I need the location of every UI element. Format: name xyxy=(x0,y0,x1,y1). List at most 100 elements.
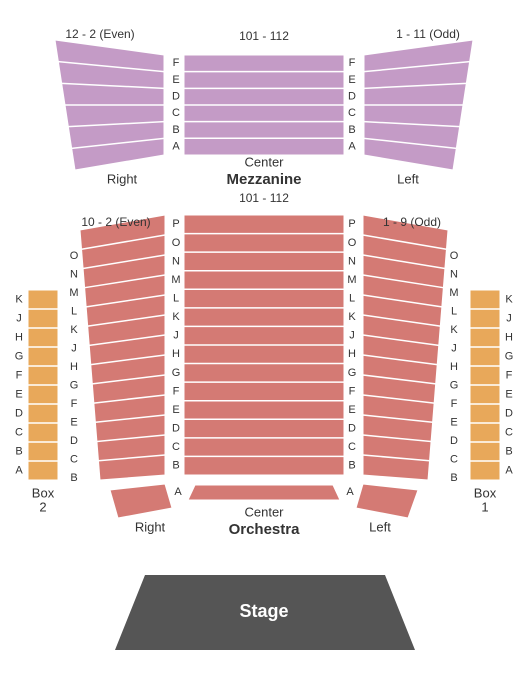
orch-center-row-r: M xyxy=(347,274,356,286)
orch-center-row-l: P xyxy=(172,218,179,230)
orchestra-left[interactable] xyxy=(363,215,448,480)
orchestra-right[interactable] xyxy=(80,215,165,480)
orch-left-outer-row: G xyxy=(450,379,459,391)
orch-center-row-r: D xyxy=(348,422,356,434)
mezzanine-right[interactable] xyxy=(55,40,164,170)
orch-center-row-l: L xyxy=(173,292,179,304)
seating-chart: 101 - 112FFEEDDCCBBAA12 - 2 (Even)Right1… xyxy=(0,0,525,700)
orch-right-outer-row: F xyxy=(71,398,78,410)
orch-center-label: Center xyxy=(244,504,284,519)
orch-right-label: Right xyxy=(135,519,166,534)
mezz-center-row-r: D xyxy=(348,91,356,103)
box-1-label: 1 xyxy=(481,499,488,514)
orch-left-outer-row: K xyxy=(450,324,458,336)
orch-center-row-l: N xyxy=(172,255,180,267)
mezz-center-label: Center xyxy=(244,154,284,169)
mezz-center-row-l: D xyxy=(172,91,180,103)
mezz-title: Mezzanine xyxy=(226,171,301,188)
box-2[interactable] xyxy=(28,290,58,480)
box-1-row: C xyxy=(505,426,513,438)
box-2-row: E xyxy=(15,388,22,400)
orch-left-range: 1 - 9 (Odd) xyxy=(383,215,441,229)
mezz-center-row-l: F xyxy=(173,57,180,69)
orch-center-a-r: A xyxy=(346,486,354,498)
box-1-row: E xyxy=(505,388,512,400)
box-2-row: J xyxy=(16,312,22,324)
orch-right-outer-row: L xyxy=(71,305,77,317)
orch-center-row-l: J xyxy=(173,330,179,342)
orch-center-row-r: F xyxy=(349,385,356,397)
box-2-row: D xyxy=(15,407,23,419)
box-1-row: G xyxy=(505,350,514,362)
mezz-center-row-r: F xyxy=(349,57,356,69)
orch-right-outer-row: K xyxy=(70,324,78,336)
orch-center-row-l: O xyxy=(172,237,181,249)
orch-left-outer-row: D xyxy=(450,435,458,447)
orch-center-row-l: F xyxy=(173,385,180,397)
box-1-row: D xyxy=(505,407,513,419)
orch-center-row-l: G xyxy=(172,367,181,379)
stage-label: Stage xyxy=(239,601,288,621)
box-2-row: G xyxy=(15,350,24,362)
orch-left-label: Left xyxy=(369,519,391,534)
box-1-row: J xyxy=(506,312,512,324)
mezz-center-row-r: E xyxy=(348,74,355,86)
box-2-row: K xyxy=(15,293,23,305)
orch-center-row-l: C xyxy=(172,441,180,453)
orch-left-outer-row: F xyxy=(451,398,458,410)
orch-center-row-l: E xyxy=(172,404,179,416)
orch-right-outer-row: O xyxy=(70,250,79,262)
orchestra-center-a[interactable] xyxy=(188,485,340,500)
orch-center-row-l: D xyxy=(172,422,180,434)
orch-center-row-l: H xyxy=(172,348,180,360)
mezz-left-range: 1 - 11 (Odd) xyxy=(396,27,460,41)
orch-center-row-l: K xyxy=(172,311,180,323)
orch-center-row-r: P xyxy=(348,218,355,230)
orch-center-row-r: O xyxy=(348,237,357,249)
mezz-right-label: Right xyxy=(107,171,138,186)
mezzanine-center[interactable] xyxy=(184,55,344,155)
box-2-label: Box xyxy=(32,485,55,500)
orch-left-outer-row: L xyxy=(451,305,457,317)
orch-right-outer-row: G xyxy=(70,379,79,391)
orchestra-left-strip[interactable] xyxy=(356,484,418,518)
box-1-row: H xyxy=(505,331,513,343)
mezz-right-range: 12 - 2 (Even) xyxy=(65,27,134,41)
box-2-row: A xyxy=(15,464,23,476)
mezz-center-row-r: B xyxy=(348,124,355,136)
orch-center-range: 101 - 112 xyxy=(239,191,289,205)
mezz-left-label: Left xyxy=(397,171,419,186)
box-1-row: B xyxy=(505,445,512,457)
orch-left-outer-row: E xyxy=(450,416,457,428)
box-1-label: Box xyxy=(474,485,497,500)
box-1-row: A xyxy=(505,464,513,476)
orchestra-right-strip[interactable] xyxy=(110,484,172,518)
mezzanine-left[interactable] xyxy=(364,40,473,170)
orch-left-outer-row: M xyxy=(449,287,458,299)
mezz-center-row-l: C xyxy=(172,107,180,119)
box-2-row: C xyxy=(15,426,23,438)
orch-right-outer-row: B xyxy=(70,472,77,484)
orch-left-outer-row: C xyxy=(450,453,458,465)
mezz-center-row-r: A xyxy=(348,141,356,153)
orch-right-outer-row: M xyxy=(69,287,78,299)
orch-center-row-r: H xyxy=(348,348,356,360)
box-1[interactable] xyxy=(470,290,500,480)
orchestra-center[interactable] xyxy=(184,215,344,475)
orch-center-row-r: L xyxy=(349,292,355,304)
box-2-row: B xyxy=(15,445,22,457)
mezz-center-range: 101 - 112 xyxy=(239,29,289,43)
box-2-row: H xyxy=(15,331,23,343)
orch-center-row-r: K xyxy=(348,311,356,323)
mezz-center-row-l: E xyxy=(172,74,179,86)
orch-left-outer-row: B xyxy=(450,472,457,484)
orch-left-outer-row: O xyxy=(450,250,459,262)
orch-center-a-l: A xyxy=(174,486,182,498)
orch-right-outer-row: E xyxy=(70,416,77,428)
box-2-row: F xyxy=(16,369,23,381)
mezz-center-row-r: C xyxy=(348,107,356,119)
orch-right-range: 10 - 2 (Even) xyxy=(81,215,150,229)
mezz-center-row-l: B xyxy=(172,124,179,136)
box-1-row: F xyxy=(506,369,513,381)
orch-left-outer-row: N xyxy=(450,268,458,280)
